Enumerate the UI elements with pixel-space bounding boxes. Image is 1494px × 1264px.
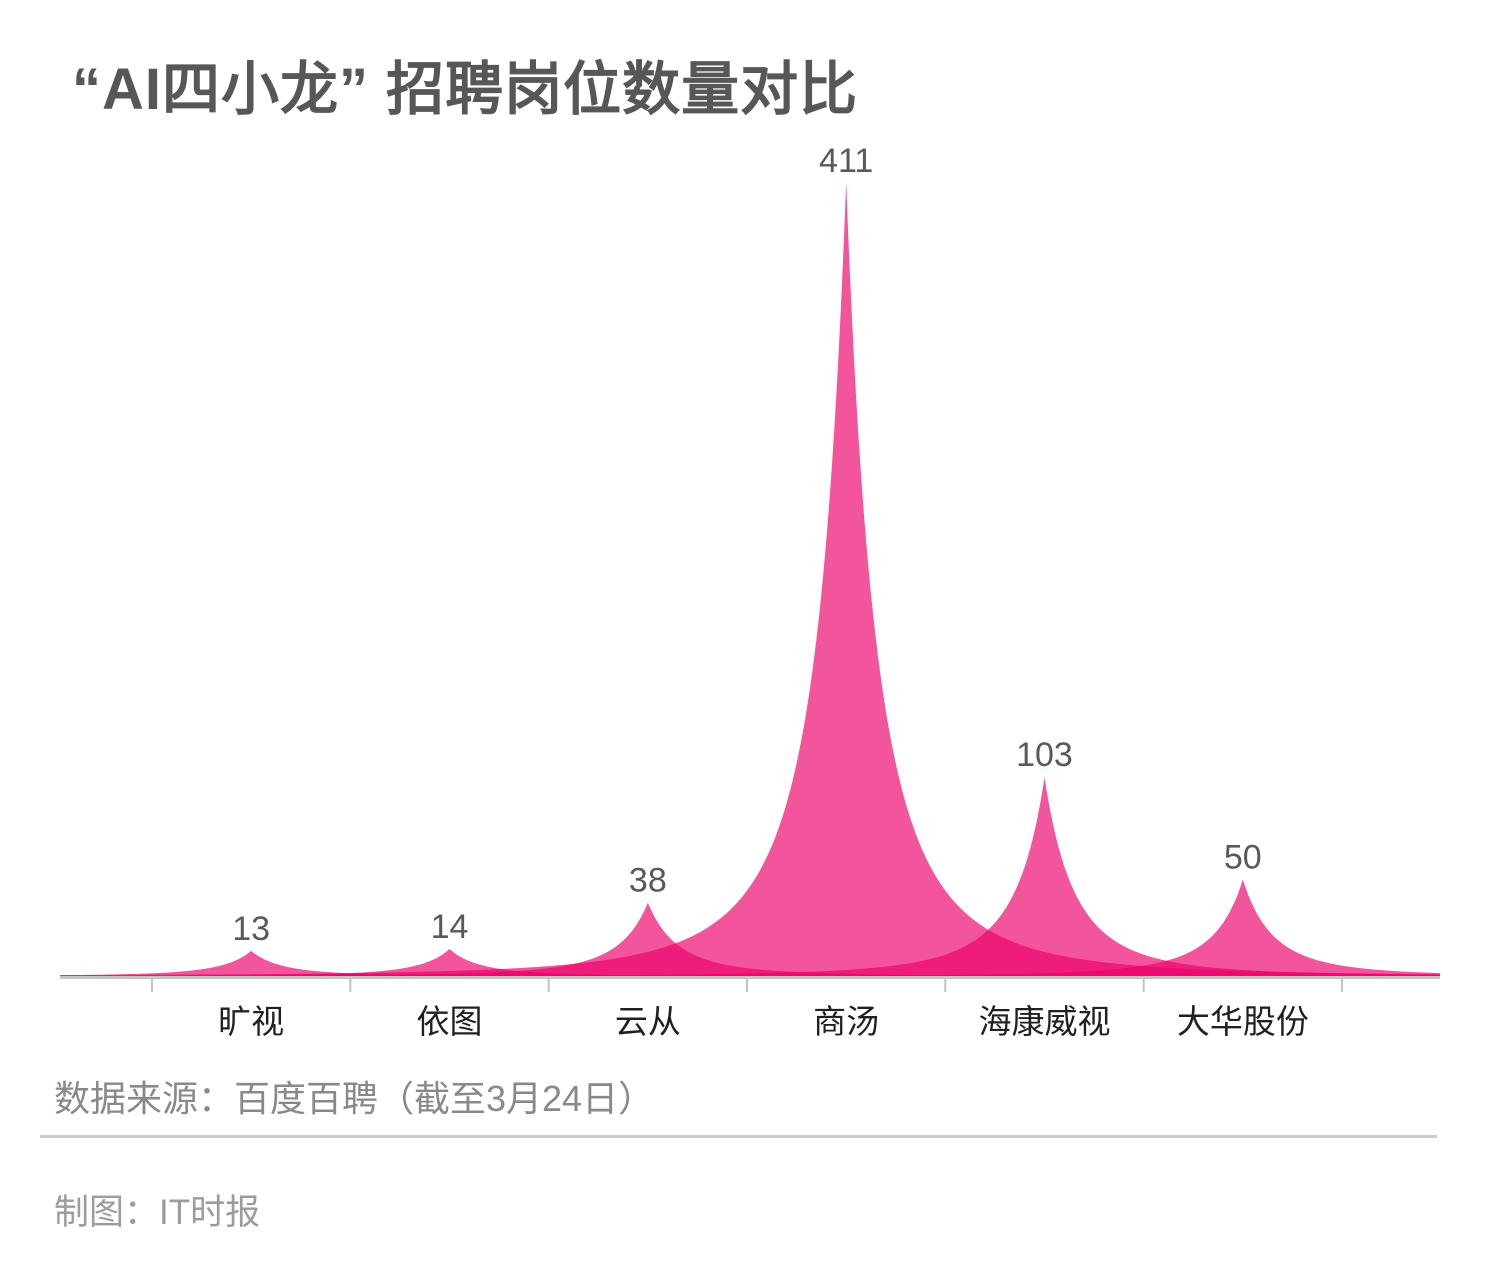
peak-area bbox=[60, 950, 555, 976]
peak-area bbox=[716, 879, 1440, 976]
value-label: 50 bbox=[1224, 839, 1262, 877]
category-label: 商汤 bbox=[813, 1003, 879, 1040]
category-label: 海康威视 bbox=[978, 1003, 1110, 1040]
value-label: 14 bbox=[431, 908, 469, 946]
value-label: 411 bbox=[819, 142, 873, 180]
footer-divider bbox=[40, 1135, 1437, 1138]
chart-title: “AI四小龙” 招聘岗位数量对比 bbox=[72, 57, 859, 122]
value-label: 103 bbox=[1016, 736, 1073, 774]
category-label: 依图 bbox=[416, 1003, 482, 1040]
credit-note: 制图：IT时报 bbox=[54, 1193, 261, 1232]
value-label: 38 bbox=[629, 862, 667, 900]
peaks-chart: 13 14 38 411 103 50 旷视 依图 云从 商汤 海康威视 大华股份 bbox=[60, 142, 1440, 1040]
category-label: 旷视 bbox=[218, 1003, 284, 1040]
data-source-note: 数据来源：百度百聘（截至3月24日） bbox=[54, 1078, 655, 1119]
peak-area bbox=[136, 948, 763, 976]
peak-area bbox=[175, 902, 1121, 976]
category-label: 大华股份 bbox=[1177, 1003, 1309, 1040]
category-label: 云从 bbox=[615, 1003, 681, 1040]
value-label: 13 bbox=[232, 910, 270, 948]
